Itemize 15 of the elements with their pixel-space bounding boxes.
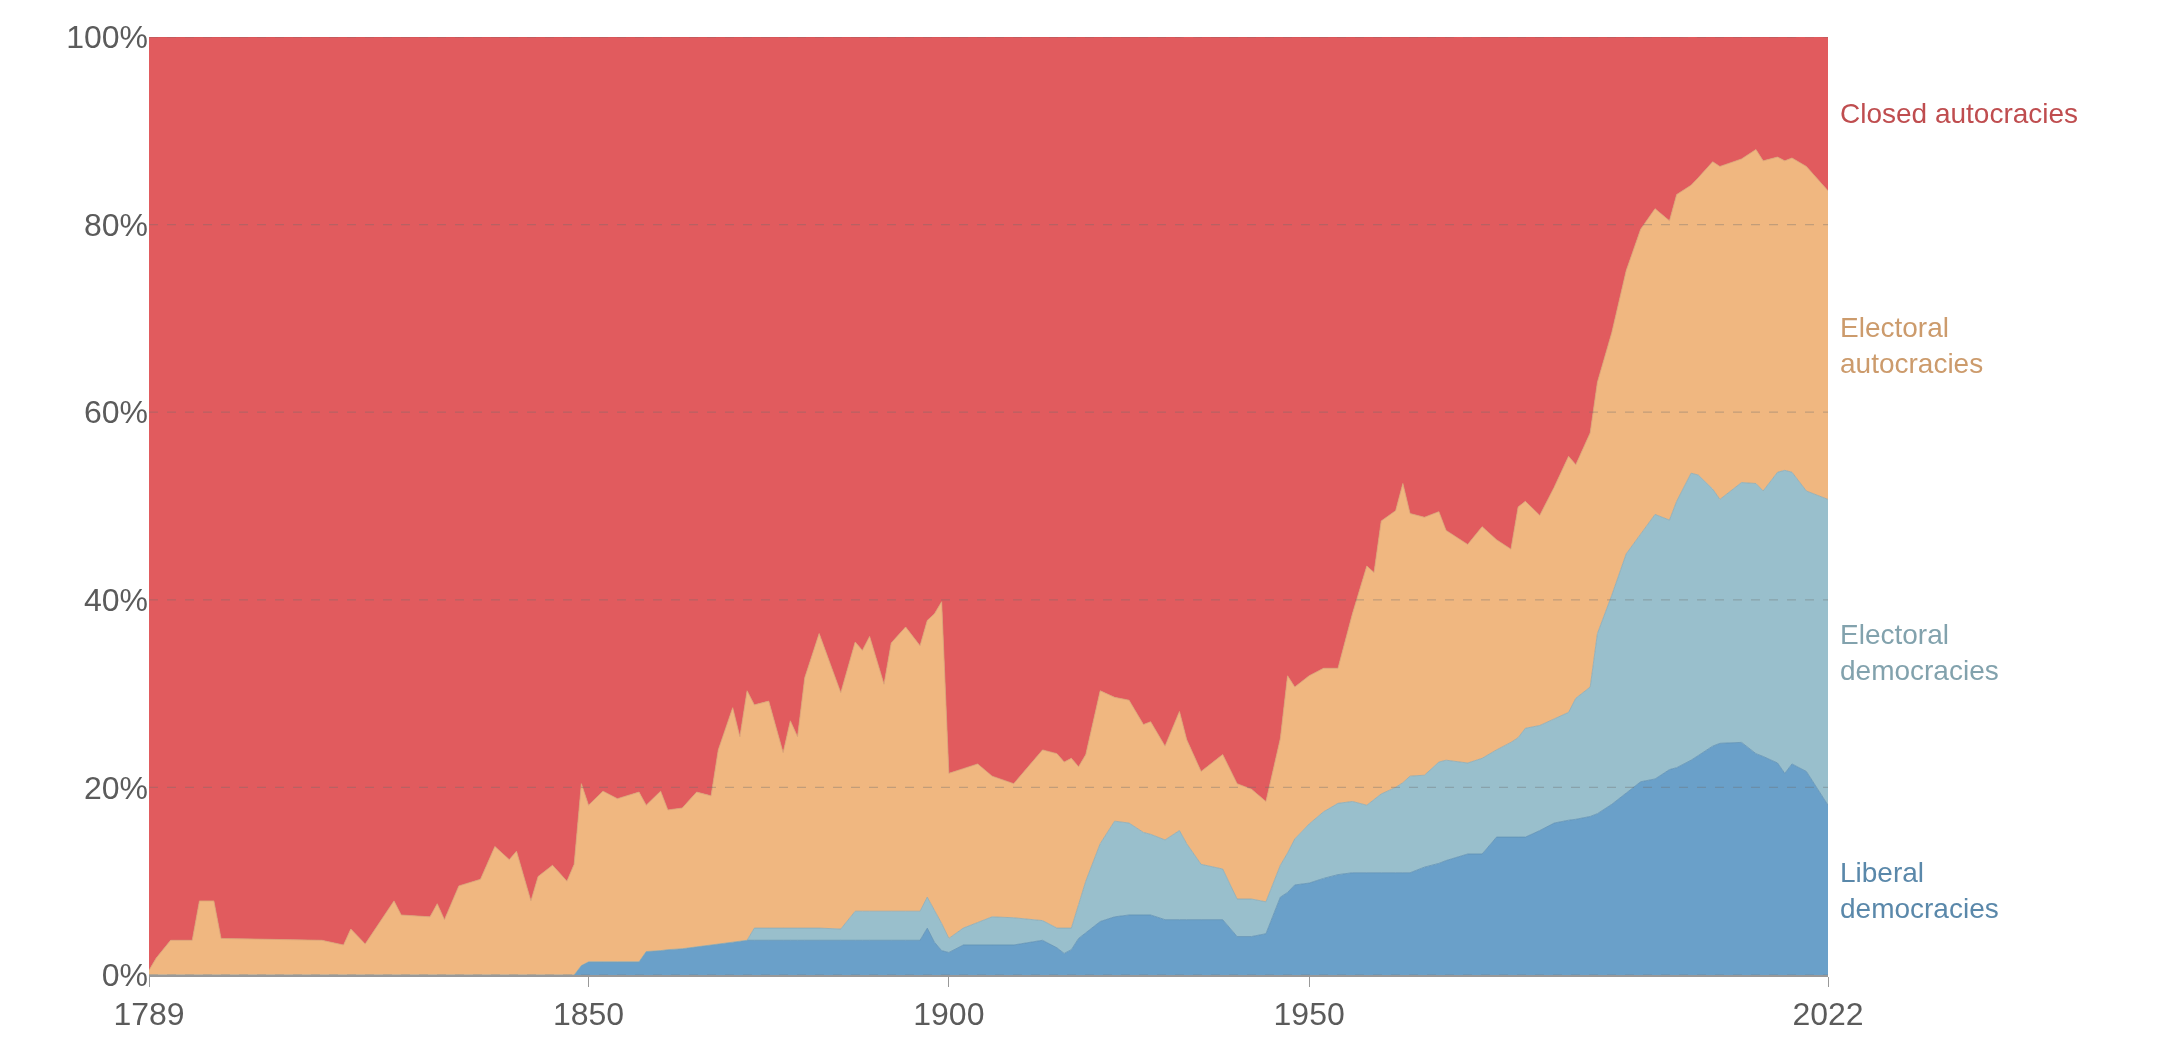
x-tick-label: 1789 — [113, 996, 185, 1033]
y-tick-label: 20% — [83, 769, 148, 806]
y-tick-label: 60% — [83, 394, 148, 431]
series-label: Electoral autocracies — [1840, 312, 1984, 380]
y-tick-label: 0% — [101, 957, 148, 994]
x-tick-label: 1900 — [913, 996, 985, 1033]
series-label: Electoral democracies — [1840, 619, 1999, 687]
x-tick-label: 2022 — [1792, 996, 1864, 1033]
y-tick-label: 40% — [83, 582, 148, 618]
y-tick-label: 100% — [66, 19, 148, 56]
series-label: Closed autocracies — [1840, 98, 2079, 129]
y-tick-label: 80% — [83, 206, 148, 243]
x-tick-label: 1950 — [1273, 996, 1345, 1033]
series-label: Liberal democracies — [1840, 857, 1999, 925]
x-tick-label: 1850 — [552, 996, 625, 1033]
